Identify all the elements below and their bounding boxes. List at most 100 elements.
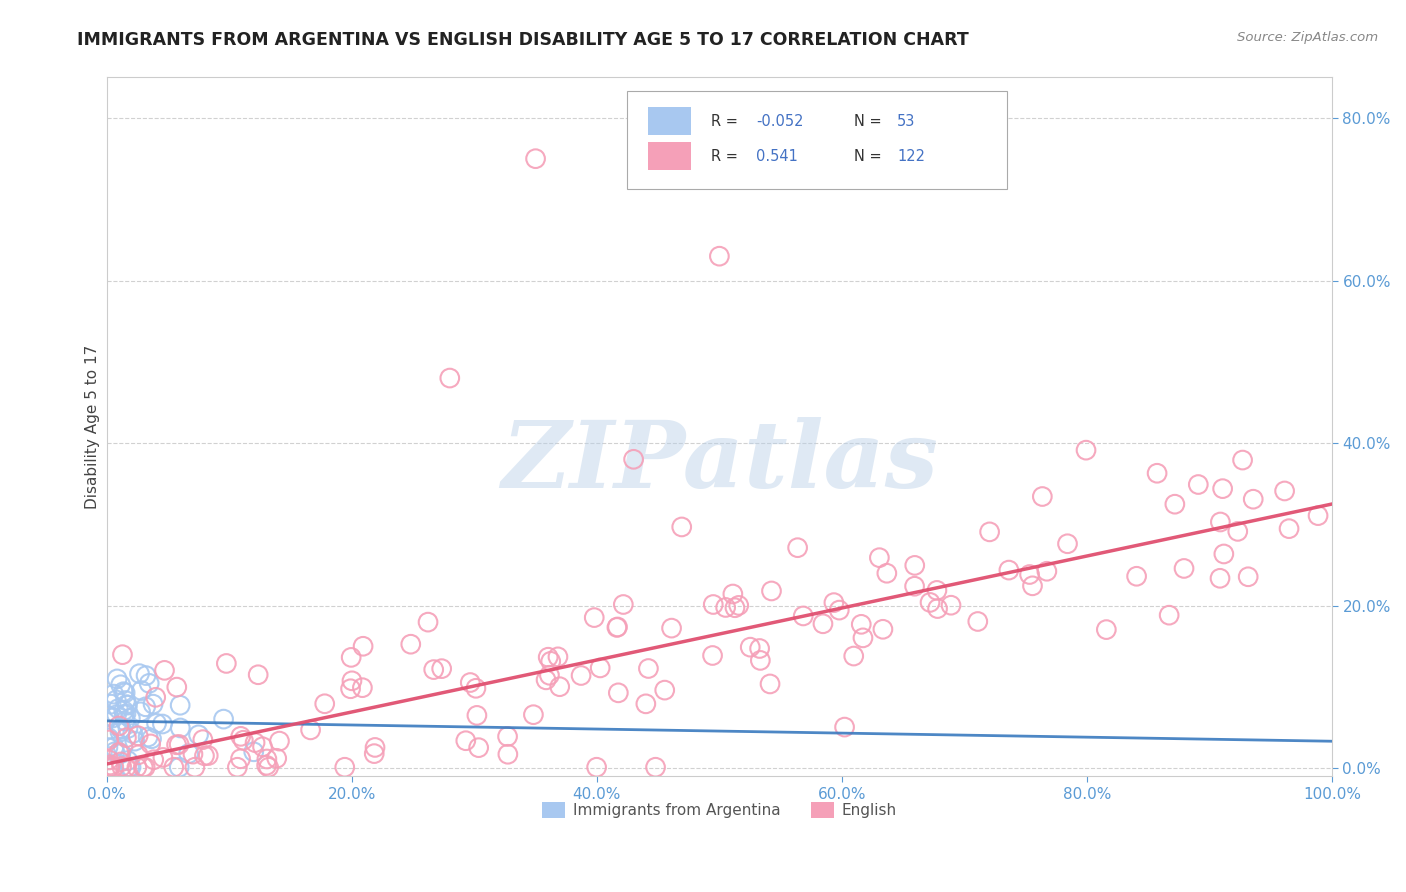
- Point: [153, 664, 176, 678]
- Point: [124, 734, 146, 748]
- Point: [97, 731, 120, 745]
- Point: [314, 697, 336, 711]
- Point: [111, 739, 134, 754]
- Point: [454, 733, 477, 747]
- Point: [925, 583, 948, 598]
- Point: [998, 563, 1021, 577]
- Point: [167, 738, 190, 752]
- Point: [266, 751, 288, 765]
- Point: [166, 738, 188, 752]
- Point: [139, 737, 162, 751]
- Point: [979, 524, 1001, 539]
- Point: [128, 666, 150, 681]
- Point: [98, 758, 121, 772]
- Point: [828, 603, 851, 617]
- Point: [1232, 453, 1254, 467]
- Text: N =: N =: [855, 114, 886, 129]
- Point: [671, 520, 693, 534]
- Point: [589, 661, 612, 675]
- Legend: Immigrants from Argentina, English: Immigrants from Argentina, English: [536, 797, 903, 824]
- Point: [727, 599, 749, 613]
- Point: [166, 680, 188, 694]
- Point: [416, 615, 439, 629]
- Point: [1159, 608, 1181, 623]
- Text: 122: 122: [897, 149, 925, 164]
- Point: [101, 711, 124, 725]
- Point: [197, 748, 219, 763]
- Point: [117, 722, 139, 736]
- Point: [98, 760, 121, 774]
- Point: [142, 697, 165, 711]
- Point: [141, 731, 163, 746]
- Point: [1036, 564, 1059, 578]
- Point: [104, 745, 127, 759]
- Point: [538, 668, 561, 682]
- Point: [117, 754, 139, 768]
- Point: [169, 721, 191, 735]
- Point: [1018, 567, 1040, 582]
- Point: [135, 668, 157, 682]
- Point: [1306, 508, 1329, 523]
- Point: [842, 648, 865, 663]
- Point: [872, 622, 894, 636]
- Text: IMMIGRANTS FROM ARGENTINA VS ENGLISH DISABILITY AGE 5 TO 17 CORRELATION CHART: IMMIGRANTS FROM ARGENTINA VS ENGLISH DIS…: [77, 31, 969, 49]
- Point: [1212, 482, 1234, 496]
- Point: [548, 680, 571, 694]
- Point: [569, 668, 592, 682]
- Point: [623, 452, 645, 467]
- Point: [247, 667, 270, 681]
- Text: R =: R =: [711, 114, 742, 129]
- Point: [134, 760, 156, 774]
- Point: [97, 740, 120, 755]
- Point: [112, 684, 135, 698]
- Point: [1031, 490, 1053, 504]
- Point: [352, 681, 374, 695]
- Point: [167, 760, 190, 774]
- Point: [458, 675, 481, 690]
- Point: [142, 753, 165, 767]
- Point: [125, 760, 148, 774]
- Point: [1226, 524, 1249, 539]
- Point: [1237, 570, 1260, 584]
- Point: [585, 760, 607, 774]
- Point: [540, 654, 562, 668]
- Point: [184, 760, 207, 774]
- Point: [714, 600, 737, 615]
- Point: [927, 601, 949, 615]
- Point: [299, 723, 322, 737]
- Point: [115, 760, 138, 774]
- Point: [127, 729, 149, 743]
- Point: [98, 760, 121, 774]
- Point: [607, 686, 630, 700]
- Point: [340, 673, 363, 688]
- Point: [121, 726, 143, 740]
- Point: [644, 760, 666, 774]
- Point: [339, 681, 361, 696]
- Point: [105, 693, 128, 707]
- Point: [105, 672, 128, 686]
- Point: [257, 760, 280, 774]
- Text: 0.541: 0.541: [756, 149, 799, 164]
- Point: [721, 587, 744, 601]
- Point: [191, 732, 214, 747]
- Point: [876, 566, 898, 581]
- Point: [145, 716, 167, 731]
- Point: [108, 719, 131, 733]
- Point: [105, 707, 128, 722]
- Y-axis label: Disability Age 5 to 17: Disability Age 5 to 17: [86, 344, 100, 509]
- Point: [120, 711, 142, 725]
- Text: 53: 53: [897, 114, 915, 129]
- Point: [97, 733, 120, 747]
- Point: [114, 686, 136, 700]
- Point: [256, 752, 278, 766]
- Point: [1241, 492, 1264, 507]
- Text: -0.052: -0.052: [756, 114, 804, 129]
- FancyBboxPatch shape: [648, 143, 692, 170]
- Point: [97, 753, 120, 767]
- Point: [229, 752, 252, 766]
- Point: [333, 760, 356, 774]
- Point: [465, 708, 488, 723]
- Point: [1095, 623, 1118, 637]
- Point: [111, 759, 134, 773]
- Point: [1274, 483, 1296, 498]
